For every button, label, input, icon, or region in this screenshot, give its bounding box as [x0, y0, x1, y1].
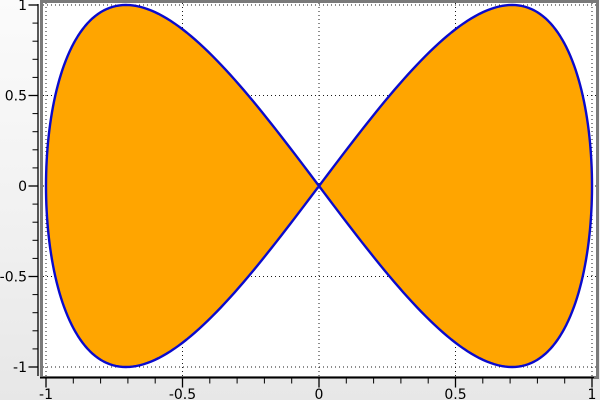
y-tick-label: 0 [18, 179, 27, 195]
y-tick-label: 1 [18, 0, 27, 14]
x-tick-label: -1 [39, 387, 53, 400]
x-tick-label: -0.5 [169, 387, 196, 400]
lissajous-curve [44, 3, 594, 369]
x-tick-label: 0 [315, 387, 324, 400]
x-tick-label: 1 [588, 387, 597, 400]
y-tick-label: -0.5 [0, 270, 27, 286]
x-tick-label: 0.5 [444, 387, 466, 400]
y-tick-label: -1 [13, 360, 27, 376]
y-tick-label: 0.5 [5, 89, 27, 105]
